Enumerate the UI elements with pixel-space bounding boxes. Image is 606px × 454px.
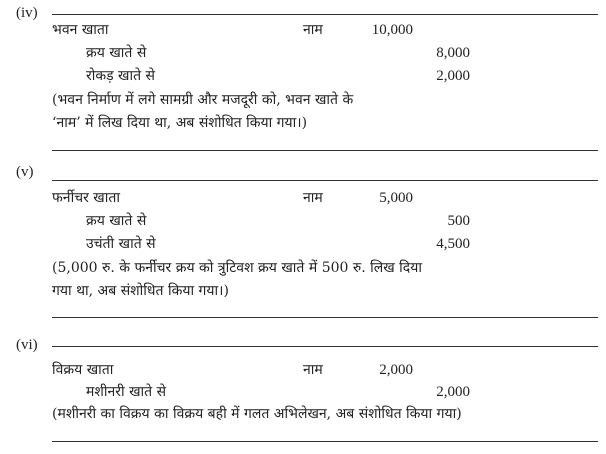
top-rule xyxy=(52,14,598,15)
debit-amount: 5,000 xyxy=(379,190,413,206)
credit-account: क्रय खाते से xyxy=(86,45,147,61)
dr-marker: नाम xyxy=(303,362,323,378)
top-rule xyxy=(52,346,598,347)
credit-account: मशीनरी खाते से xyxy=(86,384,167,400)
narration-line: (5,000 रु. के फर्नीचर क्रय को त्रुटिवश क… xyxy=(52,260,422,276)
bottom-rule xyxy=(52,150,598,151)
bottom-rule xyxy=(52,317,598,318)
narration-line: गया था, अब संशोधित किया गया।) xyxy=(52,283,229,299)
narration-line: (मशीनरी का विक्रय का विक्रय बही में गलत … xyxy=(52,406,462,422)
dr-marker: नाम xyxy=(303,22,323,38)
top-rule xyxy=(52,180,598,181)
credit-amount: 4,500 xyxy=(436,236,470,252)
entry-label: (v) xyxy=(16,164,34,180)
credit-amount: 500 xyxy=(447,213,471,229)
narration-line: (भवन निर्माण में लगे सामग्री और मजदूरी क… xyxy=(52,92,354,108)
debit-account: विक्रय खाता xyxy=(52,362,114,378)
dr-marker: नाम xyxy=(303,190,323,206)
debit-amount: 2,000 xyxy=(379,362,413,378)
entry-label: (iv) xyxy=(16,5,38,21)
credit-account: क्रय खाते से xyxy=(86,213,147,229)
bottom-rule xyxy=(52,441,598,442)
credit-amount: 2,000 xyxy=(436,384,470,400)
narration-line: ‘नाम’ में लिख दिया था, अब संशोधित किया ग… xyxy=(52,115,308,131)
credit-amount: 8,000 xyxy=(436,45,470,61)
credit-account: रोकड़ खाते से xyxy=(86,68,156,84)
entry-label: (vi) xyxy=(16,337,38,353)
debit-account: भवन खाता xyxy=(52,22,109,38)
credit-amount: 2,000 xyxy=(436,68,470,84)
credit-account: उचंती खाते से xyxy=(86,236,156,252)
debit-amount: 10,000 xyxy=(371,22,413,38)
debit-account: फर्नीचर खाता xyxy=(52,190,120,206)
